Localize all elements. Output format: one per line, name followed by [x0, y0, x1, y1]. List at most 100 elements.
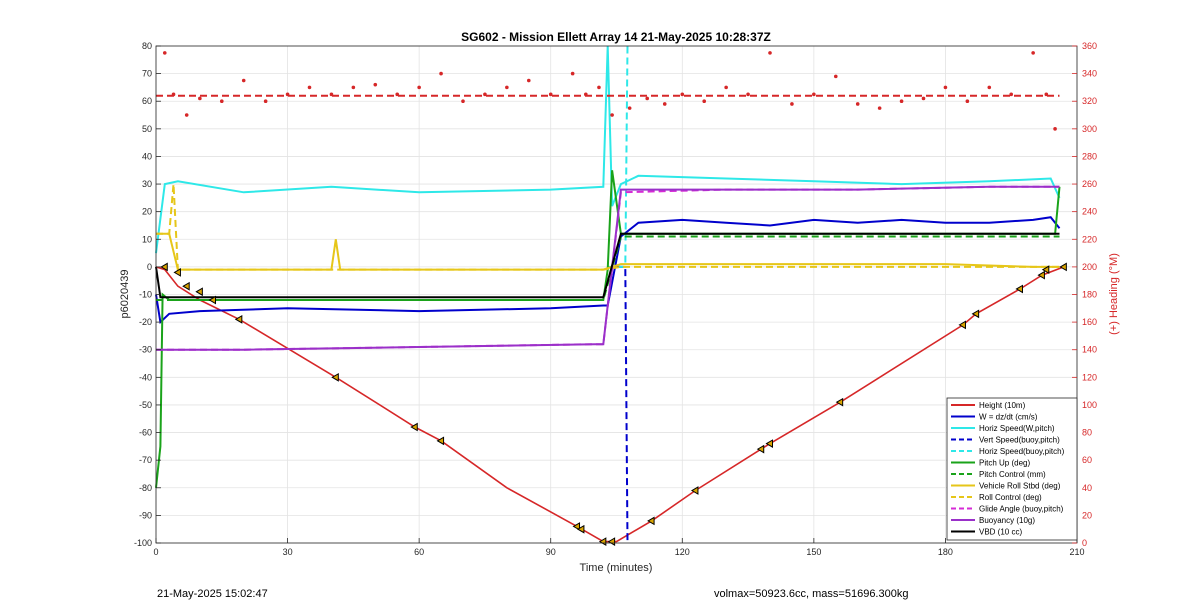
height-marker [195, 287, 203, 297]
height-marker [958, 320, 966, 330]
y2-tick-label: 360 [1082, 41, 1097, 51]
height-marker [607, 537, 616, 546]
heading-point [899, 99, 904, 104]
legend-entry: Horiz Speed(W,pitch) [979, 424, 1055, 433]
heading-point [702, 99, 707, 104]
y-tick-label: 70 [142, 69, 152, 79]
heading-point [1031, 51, 1035, 55]
y2-tick-label: 340 [1082, 69, 1097, 79]
series-vbd-10-cc [155, 232, 1060, 299]
y2-tick-label: 180 [1082, 290, 1097, 300]
x-tick-label: 0 [153, 547, 158, 557]
y-tick-label: 60 [142, 96, 152, 106]
y2-tick-label: 80 [1082, 428, 1092, 438]
y-tick-label: -50 [139, 400, 152, 410]
heading-point [987, 85, 992, 90]
y2-tick-label: 320 [1082, 96, 1097, 106]
marker-layer [160, 262, 1067, 546]
height-marker [765, 439, 773, 448]
y-tick-label: 40 [142, 151, 152, 161]
y-tick-label: -70 [139, 455, 152, 465]
heading-point [241, 78, 246, 83]
legend-entry: W = dz/dt (cm/s) [979, 413, 1038, 422]
x-tick-label: 30 [283, 547, 293, 557]
y-tick-label: -60 [139, 428, 152, 438]
heading-point [1053, 127, 1057, 131]
y-axis-label: p6020439 [119, 270, 131, 319]
x-tick-label: 150 [806, 547, 821, 557]
heading-point [943, 85, 948, 90]
heading-point [610, 113, 614, 117]
heading-point [877, 106, 882, 110]
y-tick-label: 80 [142, 41, 152, 51]
y2-tick-label: 280 [1082, 151, 1097, 161]
y-tick-label: 20 [142, 207, 152, 217]
heading-point [417, 85, 421, 90]
y-tick-label: -90 [139, 510, 152, 520]
y-tick-label: -30 [139, 345, 152, 355]
footer-timestamp: 21-May-2025 15:02:47 [157, 588, 268, 600]
legend-entry: VBD (10 cc) [979, 528, 1022, 537]
y2-tick-label: 160 [1082, 317, 1097, 327]
heading-point [627, 106, 632, 110]
heading-point [307, 85, 312, 90]
heading-point [373, 82, 378, 87]
series-horiz-speed-w-pitch [155, 45, 1061, 254]
heading-point [921, 96, 926, 101]
x-tick-label: 210 [1069, 547, 1084, 557]
legend-entry: Roll Control (deg) [979, 493, 1042, 502]
heading-point [768, 51, 772, 55]
height-marker [436, 436, 445, 446]
x-tick-label: 60 [414, 547, 424, 557]
legend-entry: Pitch Control (mm) [979, 470, 1046, 479]
y-tick-label: -80 [139, 483, 152, 493]
series-w-dz-dt-cm-s [155, 216, 1061, 325]
height-marker [576, 524, 585, 534]
y2-tick-label: 140 [1082, 345, 1097, 355]
y-tick-label: 50 [142, 124, 152, 134]
series-pitch-control-mm [156, 235, 1060, 301]
heading-point [198, 96, 202, 101]
heading-point [263, 99, 268, 104]
legend-entry: Pitch Up (deg) [979, 459, 1030, 468]
height-marker [971, 309, 980, 319]
x-tick-label: 120 [675, 547, 690, 557]
y2-tick-label: 300 [1082, 124, 1097, 134]
y2-tick-label: 260 [1082, 179, 1097, 189]
heading-point [184, 113, 189, 117]
y2-tick-label: 120 [1082, 372, 1097, 382]
heading-point [548, 92, 553, 97]
y2-tick-label: 200 [1082, 262, 1097, 272]
y2-tick-label: 40 [1082, 483, 1092, 493]
height-marker [690, 486, 699, 495]
height-marker [756, 444, 765, 454]
height-marker [182, 281, 190, 291]
heading-point [965, 99, 970, 104]
y-tick-label: 0 [147, 262, 152, 272]
legend: Height (10m) W = dz/dt (cm/s) Horiz Speed(… [946, 397, 1078, 541]
series-roll-control-deg [156, 184, 1060, 271]
height-marker [208, 295, 217, 305]
heading-point [526, 78, 531, 83]
legend-entry: Horiz Speed(buoy,pitch) [979, 447, 1065, 456]
heading-point [219, 99, 224, 104]
y2-axis-label: (+) Heading (°M) [1108, 253, 1120, 335]
x-tick-label: 180 [938, 547, 953, 557]
y-tick-label: -10 [139, 290, 152, 300]
series-buoyancy-10g [156, 185, 1060, 351]
heading-point [833, 74, 838, 79]
heading-point [790, 102, 794, 106]
series-heading [162, 51, 1057, 131]
height-marker [1041, 265, 1050, 275]
x-axis-label: Time (minutes) [580, 562, 653, 574]
heading-point [483, 92, 487, 97]
heading-point [461, 99, 465, 104]
y-tick-label: 30 [142, 179, 152, 189]
y-tick-label: 10 [142, 234, 152, 244]
y-tick-label: -40 [139, 372, 152, 382]
series-layer [155, 45, 1065, 544]
heading-point [855, 102, 860, 106]
grid [155, 45, 1078, 544]
y2-tick-label: 220 [1082, 234, 1097, 244]
height-marker [331, 372, 339, 382]
